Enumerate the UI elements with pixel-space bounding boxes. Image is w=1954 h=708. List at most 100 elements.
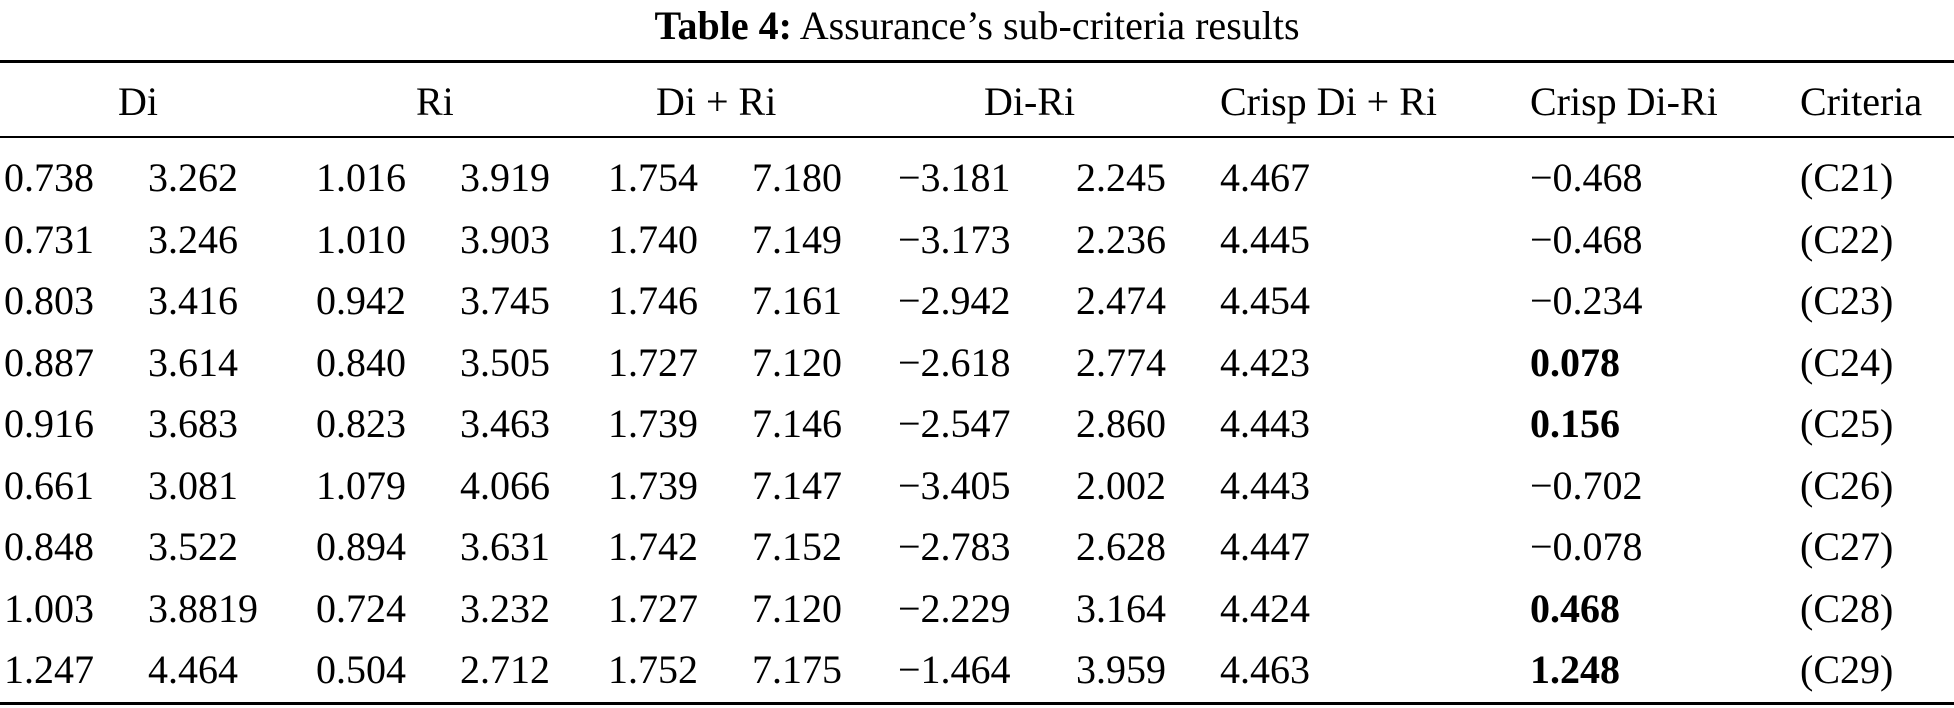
cell-crisp-di-minus-ri: −0.234 (1530, 278, 1643, 323)
bottom-rule (0, 702, 1954, 705)
cell-di-minus-ri-upper: 3.959 (1076, 647, 1166, 692)
cell-di-lower: 0.916 (4, 401, 94, 446)
cell-crisp-di-plus-ri: 4.445 (1220, 216, 1310, 262)
cell-di-minus-ri-upper: 2.860 (1076, 401, 1166, 446)
cell-di-plus-ri-upper: 7.152 (752, 524, 842, 569)
cell-crisp-di-plus-ri: 4.423 (1220, 339, 1310, 385)
cell-ri-lower: 0.894 (316, 524, 406, 569)
cell-di-upper: 3.246 (148, 216, 238, 262)
top-rule (0, 60, 1954, 63)
cell-di-plus-ri-lower: 1.727 (608, 339, 698, 385)
cell-di-plus-ri-upper: 7.161 (752, 278, 842, 323)
cell-di-minus-ri-lower: −2.783 (898, 524, 1011, 569)
cell-di-minus-ri-upper: 2.628 (1076, 524, 1166, 569)
cell-crisp-di-minus-ri: −0.078 (1530, 524, 1643, 569)
cell-criteria: (C24) (1800, 339, 1894, 385)
cell-crisp-di-minus-ri: −0.702 (1530, 462, 1643, 508)
cell-crisp-di-minus-ri: −0.468 (1530, 155, 1643, 200)
cell-crisp-di-plus-ri: 4.443 (1220, 401, 1310, 446)
cell-di-upper: 3.8819 (148, 585, 258, 631)
header-crisp-di-minus-ri: Crisp Di-Ri (1530, 79, 1718, 124)
cell-di-minus-ri-upper: 2.236 (1076, 216, 1166, 262)
cell-ri-upper: 3.919 (460, 155, 550, 200)
cell-ri-upper: 3.232 (460, 585, 550, 631)
cell-criteria: (C25) (1800, 401, 1894, 446)
header-di-minus-ri: Di-Ri (984, 79, 1076, 124)
cell-di-minus-ri-upper: 2.774 (1076, 339, 1166, 385)
cell-di-minus-ri-lower: −1.464 (898, 647, 1011, 692)
header-di-plus-ri: Di + Ri (656, 79, 777, 124)
cell-ri-lower: 0.840 (316, 339, 406, 385)
cell-crisp-di-plus-ri: 4.447 (1220, 524, 1310, 569)
cell-ri-upper: 3.631 (460, 524, 550, 569)
cell-di-minus-ri-upper: 3.164 (1076, 585, 1166, 631)
cell-criteria: (C26) (1800, 462, 1894, 508)
cell-di-minus-ri-lower: −2.229 (898, 585, 1011, 631)
cell-di-minus-ri-lower: −2.942 (898, 278, 1011, 323)
cell-di-upper: 3.683 (148, 401, 238, 446)
header-di: Di (118, 79, 158, 124)
cell-di-lower: 1.003 (4, 585, 94, 631)
cell-di-plus-ri-lower: 1.727 (608, 585, 698, 631)
cell-di-plus-ri-upper: 7.175 (752, 647, 842, 692)
header-crisp-di-plus-ri: Crisp Di + Ri (1220, 79, 1438, 124)
cell-di-plus-ri-upper: 7.180 (752, 155, 842, 200)
cell-di-minus-ri-upper: 2.474 (1076, 278, 1166, 323)
cell-ri-upper: 3.903 (460, 216, 550, 262)
cell-criteria: (C21) (1800, 155, 1894, 200)
cell-di-minus-ri-lower: −3.405 (898, 462, 1011, 508)
cell-ri-lower: 1.010 (316, 216, 406, 262)
cell-di-plus-ri-lower: 1.742 (608, 524, 698, 569)
cell-ri-upper: 2.712 (460, 647, 550, 692)
cell-crisp-di-plus-ri: 4.443 (1220, 462, 1310, 508)
cell-di-upper: 3.614 (148, 339, 238, 385)
header-rule (0, 136, 1954, 138)
cell-crisp-di-minus-ri: 0.078 (1530, 339, 1620, 385)
cell-crisp-di-plus-ri: 4.424 (1220, 585, 1310, 631)
cell-ri-lower: 0.724 (316, 585, 406, 631)
cell-criteria: (C23) (1800, 278, 1894, 323)
header-criteria: Criteria (1800, 79, 1923, 124)
header-ri: Ri (416, 79, 454, 124)
cell-crisp-di-minus-ri: 0.156 (1530, 401, 1620, 446)
cell-ri-lower: 0.942 (316, 278, 406, 323)
cell-di-plus-ri-lower: 1.754 (608, 155, 698, 200)
cell-ri-lower: 0.504 (316, 647, 406, 692)
cell-criteria: (C29) (1800, 647, 1894, 692)
cell-di-plus-ri-lower: 1.752 (608, 647, 698, 692)
cell-criteria: (C27) (1800, 524, 1894, 569)
cell-ri-upper: 3.745 (460, 278, 550, 323)
cell-crisp-di-minus-ri: −0.468 (1530, 216, 1643, 262)
cell-crisp-di-plus-ri: 4.467 (1220, 155, 1310, 200)
cell-di-upper: 3.081 (148, 462, 238, 508)
cell-di-plus-ri-lower: 1.739 (608, 401, 698, 446)
cell-di-upper: 3.262 (148, 155, 238, 200)
cell-ri-lower: 0.823 (316, 401, 406, 446)
cell-di-lower: 0.738 (4, 155, 94, 200)
cell-di-upper: 3.522 (148, 524, 238, 569)
table-caption-label: Table 4: (654, 3, 792, 48)
cell-di-minus-ri-lower: −2.618 (898, 339, 1011, 385)
cell-di-lower: 0.731 (4, 216, 94, 262)
cell-crisp-di-minus-ri: 1.248 (1530, 647, 1620, 692)
table-caption-text: Assurance’s sub-criteria results (799, 3, 1300, 48)
cell-di-plus-ri-lower: 1.740 (608, 216, 698, 262)
cell-di-lower: 0.661 (4, 462, 94, 508)
cell-crisp-di-minus-ri: 0.468 (1530, 585, 1620, 631)
cell-di-lower: 0.803 (4, 278, 94, 323)
cell-di-minus-ri-lower: −3.173 (898, 216, 1011, 262)
cell-di-plus-ri-lower: 1.739 (608, 462, 698, 508)
cell-di-upper: 3.416 (148, 278, 238, 323)
table-caption: Table 4: Assurance’s sub-criteria result… (0, 0, 1954, 56)
cell-di-plus-ri-upper: 7.120 (752, 585, 842, 631)
cell-di-plus-ri-upper: 7.147 (752, 462, 842, 508)
cell-crisp-di-plus-ri: 4.454 (1220, 278, 1310, 323)
cell-di-upper: 4.464 (148, 647, 238, 692)
cell-ri-lower: 1.016 (316, 155, 406, 200)
cell-di-plus-ri-lower: 1.746 (608, 278, 698, 323)
cell-criteria: (C28) (1800, 585, 1894, 631)
cell-di-minus-ri-lower: −2.547 (898, 401, 1011, 446)
cell-di-minus-ri-lower: −3.181 (898, 155, 1011, 200)
cell-di-lower: 0.848 (4, 524, 94, 569)
cell-ri-upper: 4.066 (460, 462, 550, 508)
